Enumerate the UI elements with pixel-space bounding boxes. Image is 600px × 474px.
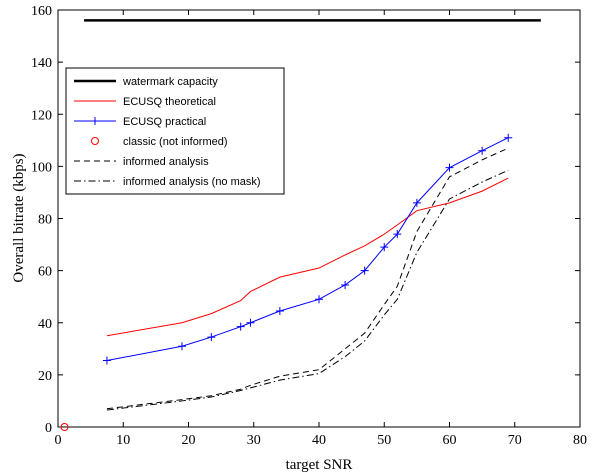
data-point-ecusq-practical — [341, 280, 350, 289]
data-point-ecusq-practical — [360, 266, 369, 275]
y-tick-label: 0 — [45, 421, 52, 436]
x-tick-label: 30 — [247, 433, 261, 448]
data-point-ecusq-practical — [246, 318, 255, 327]
data-point-ecusq-practical — [504, 133, 513, 142]
y-axis-ticks: 0 20 40 60 80 100 120 140 160 — [31, 4, 580, 436]
y-tick-label: 40 — [38, 317, 52, 332]
data-point-ecusq-practical — [177, 342, 186, 351]
y-tick-label: 100 — [31, 160, 52, 175]
legend-marker — [91, 137, 99, 145]
data-point-ecusq-practical — [102, 356, 111, 365]
data-point-ecusq-practical — [478, 146, 487, 155]
data-point-ecusq-practical — [445, 163, 454, 172]
x-axis-ticks: 0 10 20 30 40 50 60 70 80 — [55, 10, 587, 448]
data-point-ecusq-practical — [393, 230, 402, 239]
legend-box — [65, 67, 285, 195]
data-point-ecusq-practical — [412, 198, 421, 207]
legend-label: informed analysis (no mask) — [123, 176, 261, 188]
x-tick-label: 70 — [508, 433, 522, 448]
legend: watermark capacity ECUSQ theoretical ECUSQ… — [65, 67, 285, 195]
y-tick-label: 120 — [31, 108, 52, 123]
x-tick-label: 10 — [116, 433, 130, 448]
x-tick-label: 20 — [182, 433, 196, 448]
y-tick-label: 160 — [31, 4, 52, 19]
y-tick-label: 20 — [38, 369, 52, 384]
series-layer — [60, 19, 541, 431]
data-point-classic-not-informed — [60, 423, 69, 431]
legend-label: informed analysis — [123, 156, 209, 168]
legend-label: ECUSQ practical — [123, 116, 206, 128]
legend-label: watermark capacity — [122, 76, 218, 88]
legend-marker — [91, 117, 99, 125]
y-tick-label: 80 — [38, 213, 52, 228]
data-point-ecusq-practical — [315, 295, 323, 304]
x-tick-label: 50 — [377, 433, 391, 448]
data-point-ecusq-practical — [275, 307, 284, 316]
y-tick-label: 140 — [31, 56, 52, 71]
x-axis-label: target SNR — [286, 457, 353, 473]
series-line-ecusq-theoretical — [106, 177, 509, 337]
y-tick-label: 60 — [38, 265, 52, 280]
series-line-informed-analysis — [106, 147, 509, 410]
legend-label: ECUSQ theoretical — [123, 96, 216, 108]
x-tick-label: 60 — [443, 433, 457, 448]
x-tick-label: 80 — [573, 433, 587, 448]
data-point-ecusq-practical — [236, 322, 245, 331]
x-tick-label: 40 — [312, 433, 326, 448]
data-point-ecusq-practical — [380, 243, 389, 252]
data-point-ecusq-practical — [207, 333, 216, 342]
legend-label: classic (not informed) — [123, 136, 228, 148]
series-line-informed-analysis-no-mask — [106, 169, 509, 411]
x-tick-label: 0 — [55, 433, 62, 448]
y-axis-label: Overall bitrate (kbps) — [11, 153, 27, 282]
